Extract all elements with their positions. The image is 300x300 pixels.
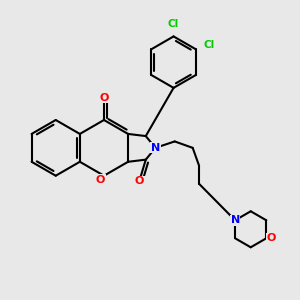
Text: N: N bbox=[151, 143, 160, 153]
Text: O: O bbox=[267, 233, 276, 243]
Text: O: O bbox=[135, 176, 144, 186]
Text: O: O bbox=[99, 93, 109, 103]
Text: N: N bbox=[230, 215, 240, 225]
Text: Cl: Cl bbox=[204, 40, 215, 50]
Text: O: O bbox=[96, 175, 105, 185]
Text: Cl: Cl bbox=[168, 19, 179, 28]
